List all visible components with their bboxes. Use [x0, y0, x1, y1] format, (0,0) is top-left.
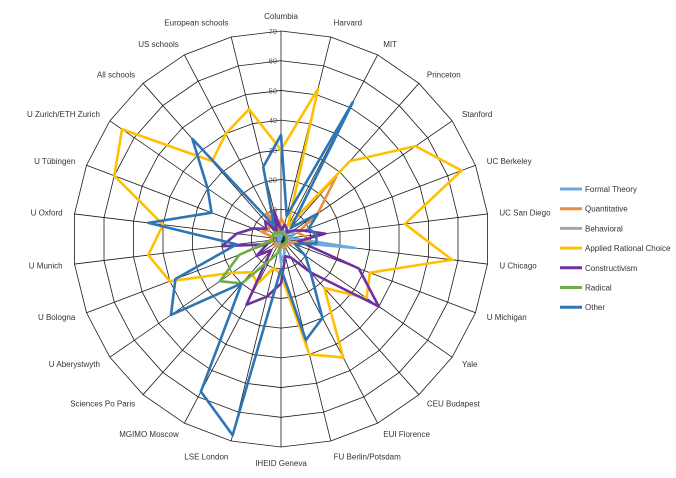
category-label: U Aberystwyth: [49, 360, 100, 369]
series-radical: [218, 229, 289, 285]
spoke-21: [86, 164, 282, 240]
tick-label: 30: [269, 146, 277, 155]
category-label: Sciences Po Paris: [70, 400, 135, 409]
spoke-19: [74, 238, 282, 265]
tick-label: 70: [269, 27, 277, 36]
series-formal-theory: [273, 228, 357, 265]
spoke-10: [280, 238, 420, 395]
legend-label: Radical: [585, 284, 612, 293]
spoke-17: [109, 238, 282, 358]
tick-label: 60: [269, 57, 277, 66]
category-labels: Columbia Harvard MIT Princeton Stanford UC Be…: [27, 12, 551, 468]
spoke-20: [74, 213, 282, 240]
tick-labels: 0 10 20 30 40 50 60 70: [269, 27, 277, 244]
category-label: All schools: [97, 70, 135, 79]
category-label: IHEID Geneva: [255, 459, 307, 468]
category-label: MIT: [383, 40, 397, 49]
tick-label: 20: [269, 176, 277, 185]
spoke-16: [142, 238, 282, 395]
tick-label: 50: [269, 86, 277, 95]
tick-label: 10: [269, 205, 277, 214]
category-label: LSE London: [184, 453, 228, 462]
category-label: Stanford: [462, 110, 492, 119]
category-label: MGIMO Moscow: [119, 430, 179, 439]
series-applied-rational-choice: [113, 87, 463, 359]
legend-label: Quantitative: [585, 205, 628, 214]
spoke-11: [280, 238, 379, 424]
category-label: U Zurich/ETH Zurich: [27, 110, 100, 119]
tick-label: 40: [269, 116, 277, 125]
category-label: CEU Budapest: [427, 400, 481, 409]
tick-label: 0: [273, 235, 277, 244]
spoke-22: [109, 120, 282, 240]
spoke-25: [230, 36, 282, 240]
category-label: Princeton: [427, 70, 461, 79]
legend-label: Formal Theory: [585, 185, 637, 194]
category-label: US schools: [138, 40, 178, 49]
category-label: U Tübingen: [34, 157, 75, 166]
spoke-8: [280, 238, 476, 314]
legend: Formal Theory Quantitative Behavioral Appli…: [560, 185, 671, 312]
category-label: EUI Florence: [383, 430, 430, 439]
series-other: [146, 100, 355, 437]
series-constructivism: [220, 208, 381, 308]
category-label: U Chicago: [499, 262, 537, 271]
category-label: U Bologna: [38, 313, 76, 322]
category-label: U Michigan: [487, 313, 527, 322]
category-label: FU Berlin/Potsdam: [334, 453, 401, 462]
legend-label: Constructivism: [585, 264, 638, 273]
spoke-5: [280, 164, 476, 240]
category-label: UC Berkeley: [487, 157, 532, 166]
legend-label: Other: [585, 303, 605, 312]
category-label: Columbia: [264, 12, 298, 21]
spoke-24: [183, 54, 282, 240]
series-layer: [113, 87, 463, 437]
category-label: European schools: [164, 18, 228, 27]
legend-label: Behavioral: [585, 224, 623, 233]
category-label: U Munich: [29, 262, 63, 271]
category-label: UC San Diego: [499, 208, 551, 217]
legend-label: Applied Rational Choice: [585, 244, 671, 253]
category-label: Yale: [462, 360, 478, 369]
category-label: U Oxford: [31, 208, 63, 217]
category-label: Harvard: [334, 18, 362, 27]
